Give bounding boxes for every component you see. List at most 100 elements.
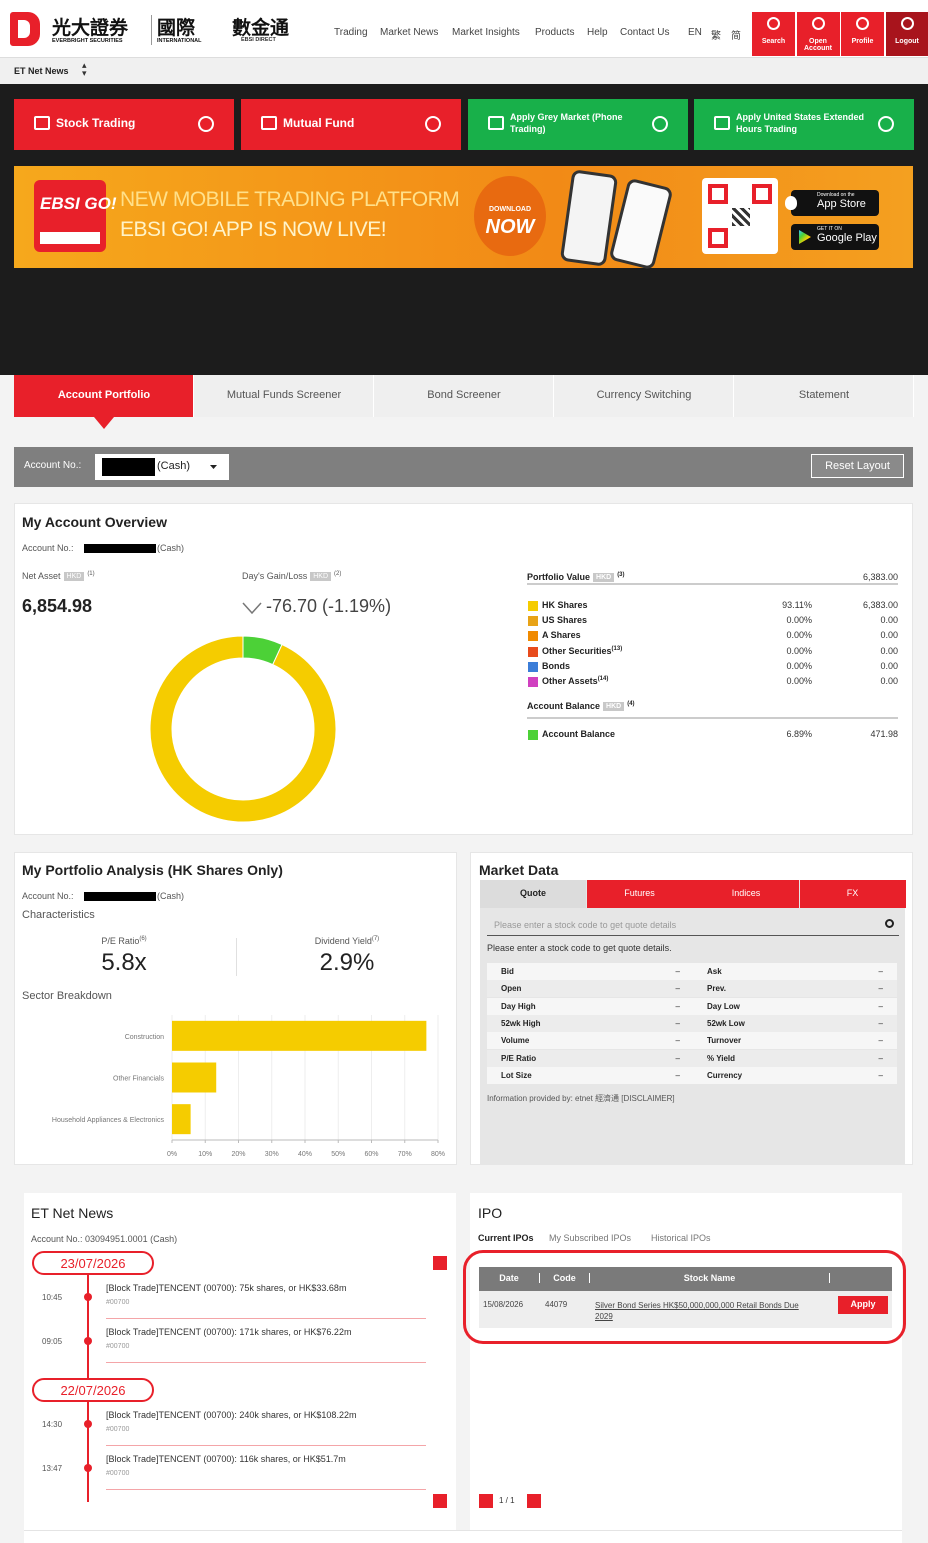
language-link[interactable]: EN bbox=[688, 27, 702, 38]
highlight-outline bbox=[463, 1250, 906, 1344]
action-label[interactable]: Profile bbox=[851, 38, 874, 45]
market-tab[interactable]: Futures bbox=[586, 880, 693, 908]
market-tab-label[interactable]: FX bbox=[846, 888, 859, 898]
quick-link-arrow bbox=[652, 116, 668, 132]
tab[interactable]: Currency Switching bbox=[554, 375, 734, 417]
news-code: #00700 bbox=[106, 1299, 130, 1306]
card-title: My Portfolio Analysis (HK Shares Only) bbox=[22, 862, 283, 878]
google-play-button[interactable]: GET IT ON Google Play bbox=[791, 224, 879, 250]
language-link[interactable]: 繁 bbox=[711, 31, 721, 42]
quick-link[interactable]: Mutual Fund bbox=[241, 99, 461, 150]
scroll-up[interactable] bbox=[433, 1256, 447, 1270]
apply-label[interactable]: Apply bbox=[850, 1299, 876, 1309]
apply-button[interactable]: Apply bbox=[838, 1296, 888, 1314]
account-label: Account No.: bbox=[22, 891, 74, 901]
net-asset-label: Net Asset HKD (1) bbox=[22, 571, 95, 582]
nav-link[interactable]: Market News bbox=[380, 27, 439, 38]
banner-logo: EBSI GO! bbox=[34, 180, 117, 252]
footnote-ref: (1) bbox=[87, 571, 95, 577]
nav-link[interactable]: Help bbox=[587, 27, 608, 38]
action-label[interactable]: Logout bbox=[895, 38, 919, 45]
header-action[interactable]: Search bbox=[752, 12, 795, 56]
qr-pattern bbox=[732, 208, 750, 226]
tab-label[interactable]: Mutual Funds Screener bbox=[226, 389, 342, 401]
ipo-tab[interactable]: My Subscribed IPOs bbox=[549, 1233, 632, 1243]
header-action[interactable]: Logout bbox=[885, 12, 928, 56]
ticker-label[interactable]: ET Net News bbox=[14, 66, 69, 76]
nav-link[interactable]: Market Insights bbox=[452, 27, 520, 38]
tab-label[interactable]: Bond Screener bbox=[427, 389, 501, 401]
ipo-tab[interactable]: Current IPOs bbox=[478, 1233, 534, 1243]
news-headline[interactable]: [Block Trade]TENCENT (00700): 240k share… bbox=[106, 1410, 357, 1420]
table-rule bbox=[527, 583, 898, 585]
holding-share: 6.89% bbox=[786, 729, 812, 739]
quote-value: – bbox=[878, 967, 883, 976]
account-type: (Cash) bbox=[157, 543, 185, 553]
ipo-column-header: Code bbox=[540, 1273, 590, 1283]
date-pill: 22/07/2026 bbox=[32, 1378, 154, 1402]
quick-link[interactable]: Apply United States Extended Hours Tradi… bbox=[694, 99, 914, 150]
quote-field: Lot Size bbox=[501, 1070, 532, 1080]
app-store-button[interactable]: Download on the App Store bbox=[791, 190, 879, 216]
section-label: Characteristics bbox=[22, 909, 95, 921]
banner: EBSI GO! NEW MOBILE TRADING PLATFORM EBSI … bbox=[14, 166, 913, 271]
tab[interactable]: Account Portfolio bbox=[14, 375, 194, 417]
nav-link[interactable]: Products bbox=[535, 27, 575, 38]
dy-value: 2.9% bbox=[319, 949, 375, 976]
quick-link-arrow bbox=[198, 116, 214, 132]
tab-label[interactable]: Statement bbox=[798, 389, 850, 401]
page-next[interactable] bbox=[527, 1494, 541, 1508]
quote-search[interactable]: Please enter a stock code to get quote d… bbox=[487, 914, 899, 936]
header-action[interactable]: Profile bbox=[841, 12, 884, 56]
action-label[interactable]: Open Account bbox=[804, 38, 832, 52]
nav-link[interactable]: Trading bbox=[334, 27, 368, 38]
scroll-down[interactable] bbox=[433, 1494, 447, 1508]
quick-link[interactable]: Stock Trading bbox=[14, 99, 234, 150]
tab-label[interactable]: Account Portfolio bbox=[57, 389, 151, 401]
section-label: Sector Breakdown bbox=[22, 990, 112, 1002]
tab-label[interactable]: Currency Switching bbox=[596, 389, 692, 401]
action-label[interactable]: Search bbox=[761, 38, 786, 45]
quick-link-label[interactable]: Mutual Fund bbox=[283, 116, 355, 130]
quick-link-label[interactable]: Stock Trading bbox=[56, 116, 136, 130]
holding-share: 0.00% bbox=[786, 615, 812, 626]
quote-row bbox=[487, 1066, 897, 1084]
tab[interactable]: Mutual Funds Screener bbox=[194, 375, 374, 417]
quick-link-arrow bbox=[425, 116, 441, 132]
tab[interactable]: Bond Screener bbox=[374, 375, 554, 417]
quick-link[interactable]: Apply Grey Market (Phone Trading) bbox=[468, 99, 688, 150]
ipo-name[interactable]: Silver Bond Series HK$50,000,000,000 Ret… bbox=[595, 1301, 799, 1321]
market-tab-label[interactable]: Futures bbox=[624, 888, 655, 898]
market-tab-label[interactable]: Indices bbox=[731, 888, 761, 898]
market-tab[interactable]: Quote bbox=[480, 880, 586, 908]
quick-link-label[interactable]: Apply Grey Market (Phone Trading) bbox=[510, 112, 623, 134]
news-headline[interactable]: [Block Trade]TENCENT (00700): 75k shares… bbox=[106, 1283, 347, 1293]
quick-link-label[interactable]: Apply United States Extended Hours Tradi… bbox=[736, 112, 865, 134]
quote-field: Turnover bbox=[707, 1036, 742, 1046]
ipo-tab[interactable]: Historical IPOs bbox=[651, 1233, 711, 1243]
reset-label[interactable]: Reset Layout bbox=[825, 460, 890, 472]
news-headline[interactable]: [Block Trade]TENCENT (00700): 116k share… bbox=[106, 1454, 346, 1464]
page-prev[interactable] bbox=[479, 1494, 493, 1508]
holding-name: Account Balance bbox=[542, 729, 616, 739]
account-select[interactable]: (Cash) bbox=[95, 454, 229, 480]
reset-button[interactable]: Reset Layout bbox=[811, 454, 904, 478]
app-store-top: Download on the bbox=[817, 192, 855, 198]
quote-field: % Yield bbox=[707, 1053, 736, 1063]
holding-name: A Shares bbox=[542, 630, 581, 641]
page-indicator: 1 / 1 bbox=[499, 1496, 515, 1505]
quote-value: – bbox=[675, 1053, 680, 1063]
language-link[interactable]: 简 bbox=[731, 31, 741, 42]
market-tab[interactable]: FX bbox=[799, 880, 906, 908]
news-rule bbox=[106, 1362, 426, 1363]
market-tab[interactable]: Indices bbox=[693, 880, 799, 908]
header-action[interactable]: Open Account bbox=[796, 12, 840, 56]
tab[interactable]: Statement bbox=[734, 375, 914, 417]
apple-icon bbox=[785, 196, 797, 210]
quote-value: – bbox=[675, 1036, 680, 1046]
news-time: 09:05 bbox=[42, 1337, 63, 1346]
holding-name: Bonds bbox=[542, 660, 570, 671]
news-headline[interactable]: [Block Trade]TENCENT (00700): 171k share… bbox=[106, 1327, 352, 1337]
nav-link[interactable]: Contact Us bbox=[620, 27, 670, 38]
market-tab-label[interactable]: Quote bbox=[520, 888, 546, 898]
